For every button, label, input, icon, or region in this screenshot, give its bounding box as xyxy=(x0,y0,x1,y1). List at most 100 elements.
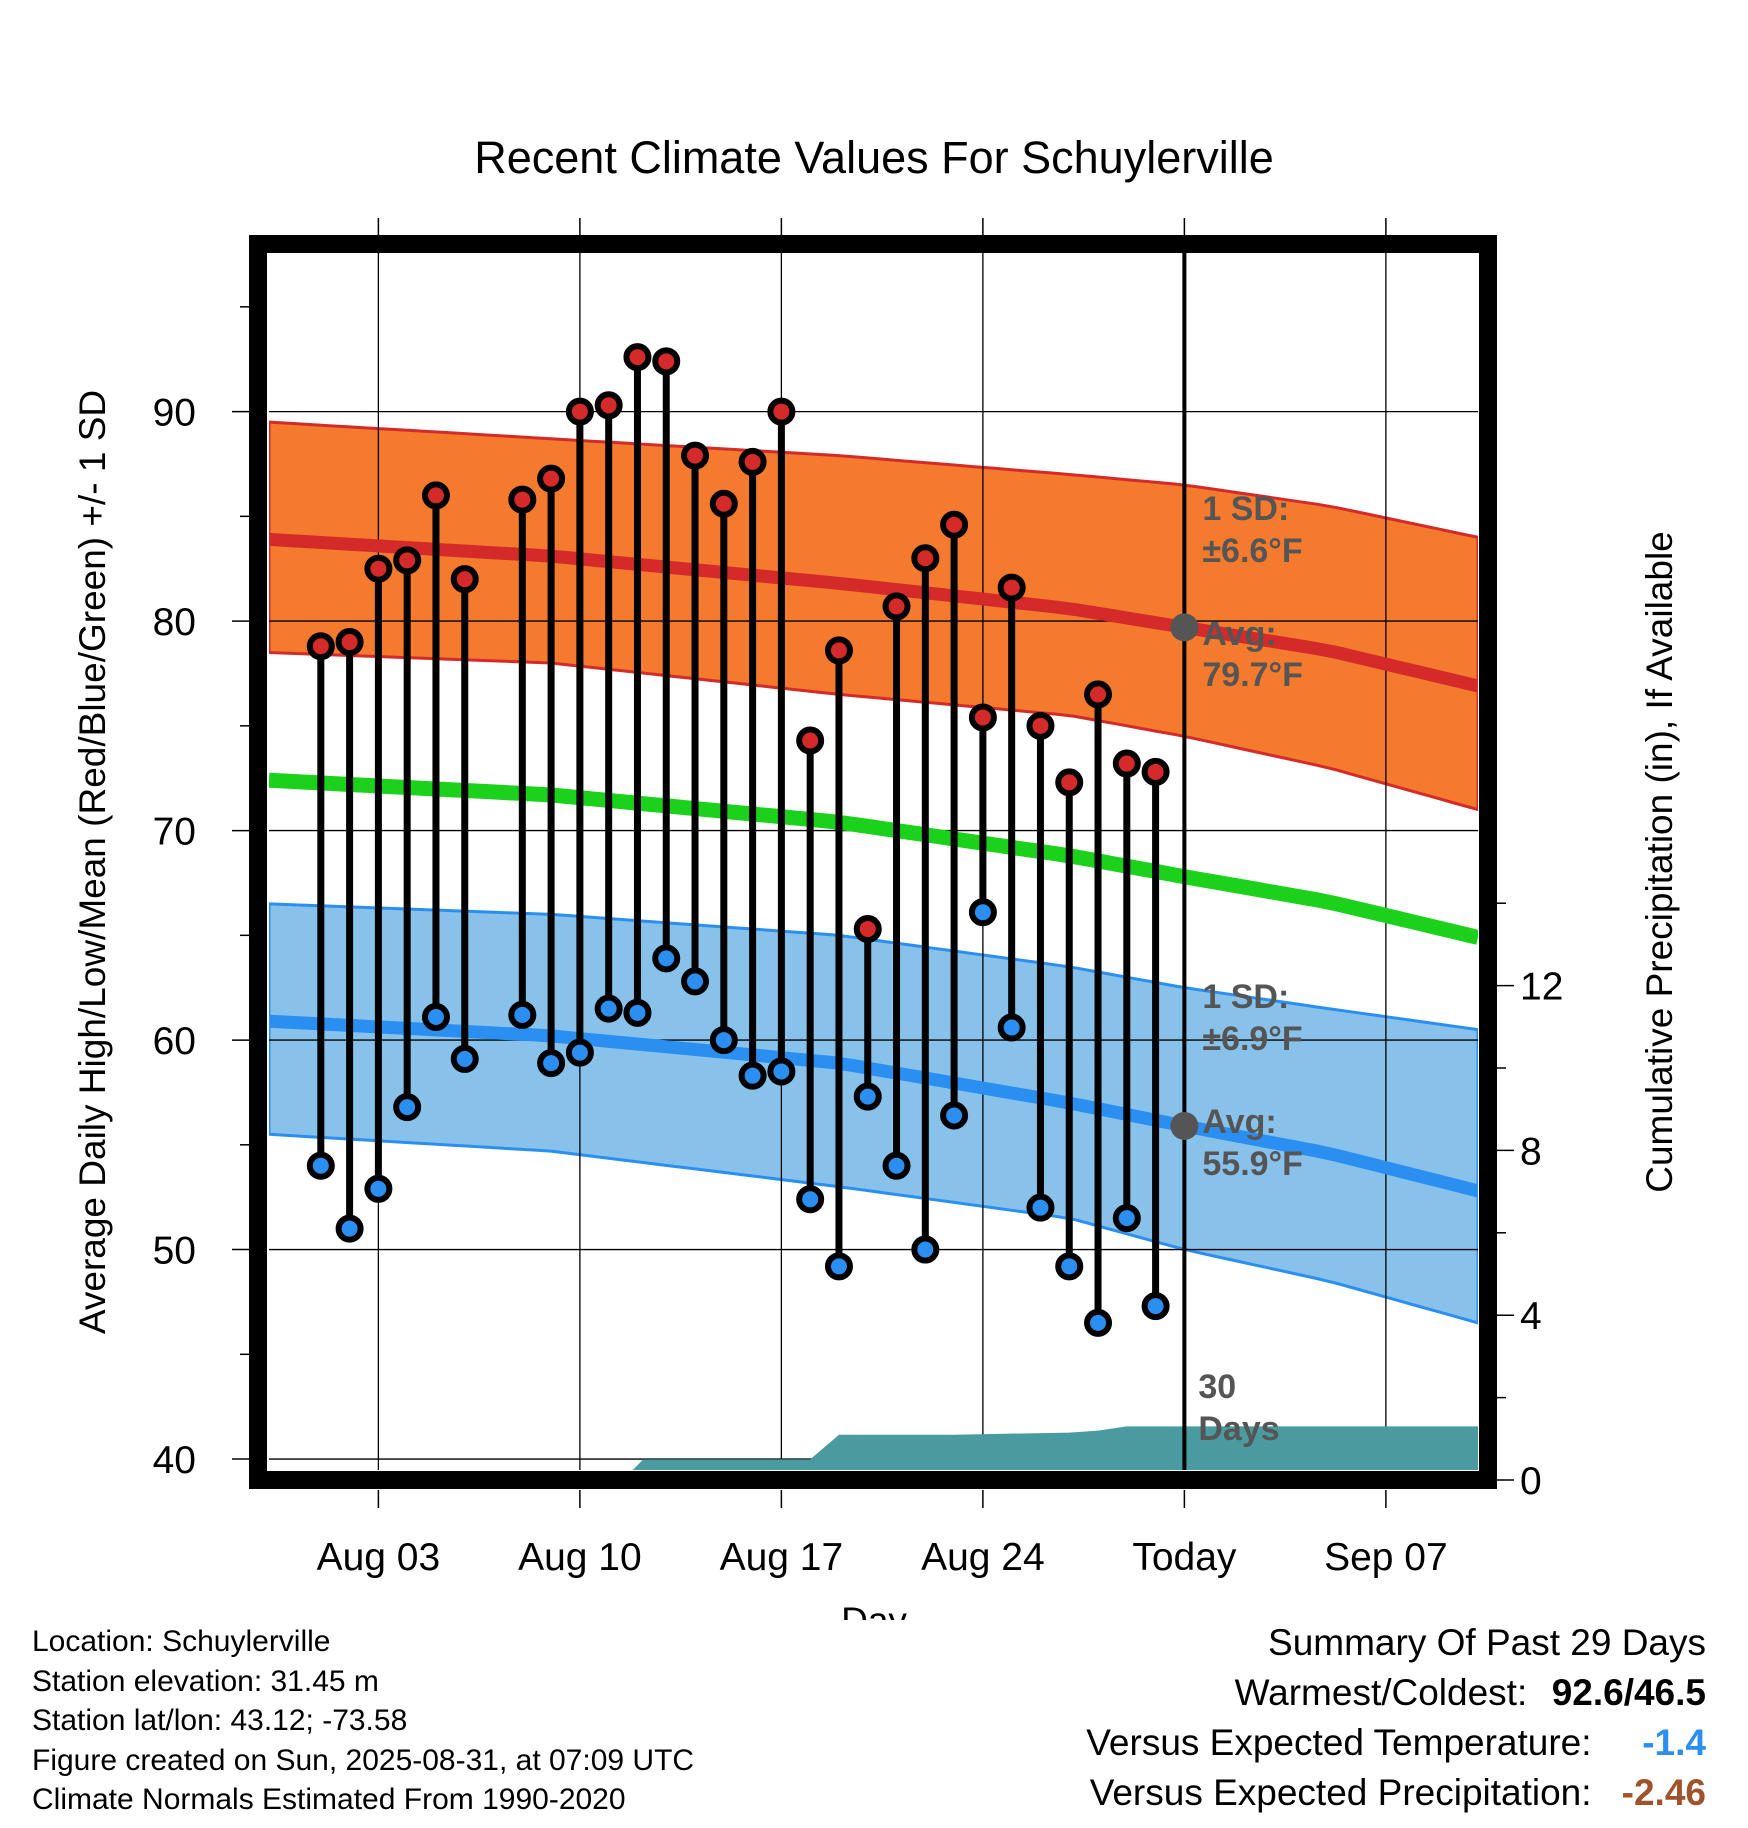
high-normal-line xyxy=(269,532,1478,693)
y2-tick-label: 8 xyxy=(1520,1130,1542,1173)
y-axis-label: Average Daily High/Low/Mean (Red/Blue/Gr… xyxy=(72,390,113,1334)
low-point xyxy=(450,1044,479,1073)
high-point xyxy=(681,441,710,470)
summary-title: Summary Of Past 29 Days xyxy=(1268,1622,1706,1663)
high-point xyxy=(450,565,479,594)
low-point xyxy=(1026,1193,1055,1222)
high-avg-marker xyxy=(1170,613,1199,642)
temp-departure-label: Versus Expected Temperature: xyxy=(1086,1722,1592,1763)
low-point xyxy=(364,1174,393,1203)
high-point xyxy=(565,397,594,426)
mean-normal-line xyxy=(269,772,1478,945)
x-tick-label: Today xyxy=(1132,1536,1237,1579)
low-point xyxy=(1141,1292,1170,1321)
low-point xyxy=(306,1151,335,1180)
x-axis-label: Day xyxy=(841,1600,907,1620)
low-avg-value: 55.9°F xyxy=(1202,1145,1303,1183)
x-tick-label: Aug 10 xyxy=(518,1536,642,1579)
plot-frame xyxy=(249,235,1497,1489)
low-point xyxy=(393,1093,422,1122)
elevation-text: Station elevation: 31.45 m xyxy=(32,1664,379,1698)
days-count-label: 30 xyxy=(1198,1368,1236,1406)
low-point xyxy=(594,994,623,1023)
high-point xyxy=(1112,749,1141,778)
high-point xyxy=(853,915,882,944)
y2-tick-label: 0 xyxy=(1520,1460,1542,1503)
low-point xyxy=(853,1082,882,1111)
low-point xyxy=(738,1061,767,1090)
y-tick-label: 70 xyxy=(153,811,196,854)
low-point xyxy=(767,1057,796,1086)
axes: 40 50 60 70 80 90 0 4 8 12 Aug 03 Aug 10 Aug 17 Aug 2… xyxy=(153,218,1563,1579)
high-point xyxy=(767,397,796,426)
x-tick-label: Aug 17 xyxy=(720,1536,844,1579)
low-point xyxy=(421,1003,450,1032)
low-point xyxy=(1084,1308,1113,1337)
x-tick-label: Aug 03 xyxy=(317,1536,441,1579)
created-text: Figure created on Sun, 2025-08-31, at 07… xyxy=(32,1743,695,1777)
high-point xyxy=(594,391,623,420)
low-sd-band xyxy=(269,902,1478,1325)
low-point xyxy=(1055,1252,1084,1281)
x-tick-label: Sep 07 xyxy=(1324,1536,1448,1579)
high-point xyxy=(1141,757,1170,786)
high-point xyxy=(824,636,853,665)
low-point xyxy=(911,1235,940,1264)
high-point xyxy=(911,544,940,573)
high-point xyxy=(882,592,911,621)
high-point xyxy=(652,347,681,376)
high-point xyxy=(335,628,364,657)
low-point xyxy=(1112,1204,1141,1233)
high-avg-value: 79.7°F xyxy=(1202,656,1303,694)
precip-departure-value: -2.46 xyxy=(1621,1772,1706,1813)
low-point xyxy=(997,1013,1026,1042)
low-avg-label: Avg: xyxy=(1202,1103,1276,1141)
chart-title: Recent Climate Values For Schuylerville xyxy=(474,132,1273,183)
y-tick-label: 90 xyxy=(153,392,196,435)
low-normal-line xyxy=(269,1014,1478,1198)
x-tick-label: Aug 24 xyxy=(921,1536,1045,1579)
low-sd-value: ±6.9°F xyxy=(1202,1020,1302,1058)
high-point xyxy=(1084,680,1113,709)
high-point xyxy=(537,464,566,493)
low-point xyxy=(882,1151,911,1180)
y-tick-label: 40 xyxy=(153,1439,196,1482)
low-point xyxy=(652,944,681,973)
low-point xyxy=(709,1026,738,1055)
y2-axis-label: Cumulative Precipitation (in), If Availa… xyxy=(1639,531,1680,1193)
high-sd-band xyxy=(269,420,1478,812)
days-word-label: Days xyxy=(1198,1410,1279,1448)
high-sd-value: ±6.6°F xyxy=(1202,532,1302,570)
location-text: Location: Schuylerville xyxy=(32,1625,331,1658)
high-point xyxy=(940,510,969,539)
station-info: Location: Schuylerville Station elevatio… xyxy=(32,1622,694,1820)
y-tick-label: 80 xyxy=(153,601,196,644)
high-point xyxy=(738,447,767,476)
normals-text: Climate Normals Estimated From 1990-2020 xyxy=(32,1783,626,1816)
low-point xyxy=(824,1252,853,1281)
high-point xyxy=(421,481,450,510)
summary-panel: Summary Of Past 29 Days Warmest/Coldest:… xyxy=(1086,1622,1706,1822)
high-point xyxy=(623,343,652,372)
high-point xyxy=(508,485,537,514)
warmest-coldest-value: 92.6/46.5 xyxy=(1551,1672,1706,1713)
high-point xyxy=(1055,768,1084,797)
low-point xyxy=(537,1049,566,1078)
high-sd-label: 1 SD: xyxy=(1202,490,1289,528)
low-point xyxy=(796,1185,825,1214)
high-point xyxy=(1026,711,1055,740)
climate-chart: Recent Climate Values For Schuylerville … xyxy=(72,132,1680,1620)
high-point xyxy=(968,703,997,732)
low-point xyxy=(508,1000,537,1029)
low-avg-marker xyxy=(1170,1111,1199,1140)
low-point xyxy=(623,998,652,1027)
low-point xyxy=(565,1038,594,1067)
latlon-text: Station lat/lon: 43.12; -73.58 xyxy=(32,1704,408,1737)
high-point xyxy=(709,489,738,518)
y2-tick-label: 12 xyxy=(1520,966,1563,1009)
y2-tick-label: 4 xyxy=(1520,1295,1542,1338)
low-sd-label: 1 SD: xyxy=(1202,978,1289,1016)
high-point xyxy=(796,726,825,755)
low-point xyxy=(681,967,710,996)
